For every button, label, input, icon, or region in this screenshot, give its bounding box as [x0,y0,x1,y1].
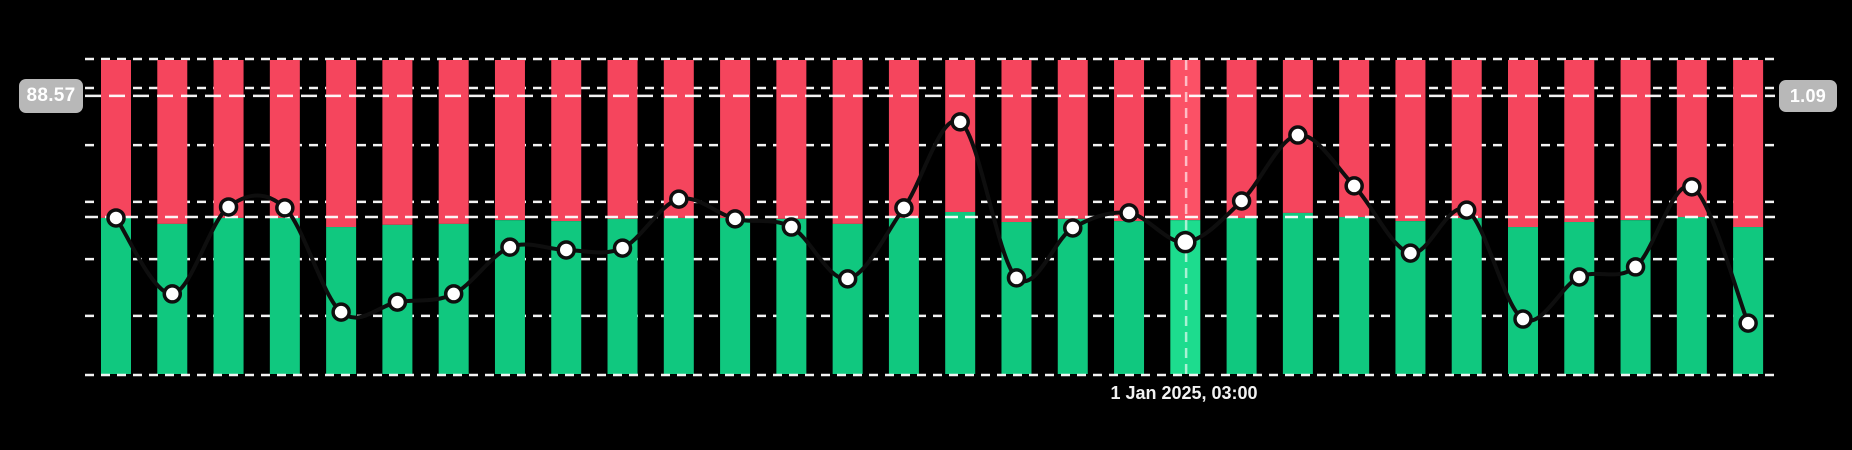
line-marker[interactable] [500,237,520,257]
line-marker[interactable] [1231,191,1252,211]
bar-red-segment[interactable] [551,60,582,222]
bar-green-segment[interactable] [720,217,751,374]
line-marker-active[interactable] [1174,230,1197,254]
bar-green-segment[interactable] [213,217,244,374]
bar-green-segment[interactable] [776,218,807,374]
bar-green-segment[interactable] [1339,217,1370,374]
line-series-path [114,118,1751,326]
bar-red-segment[interactable] [776,60,807,219]
bar-red-segment[interactable] [720,60,751,218]
bar-green-segment[interactable] [1001,222,1032,374]
bar-red-segment[interactable] [888,60,919,218]
bar-green-segment[interactable] [1564,222,1595,374]
bar-red-segment[interactable] [438,60,469,224]
bar-green-segment[interactable] [663,217,694,374]
bar-green-segment[interactable] [101,217,131,374]
bar-red-segment[interactable] [213,60,244,218]
line-marker[interactable] [275,198,295,218]
crosshair-date-label: 1 Jan 2025, 03:00 [1110,383,1258,403]
line-marker[interactable] [387,292,408,312]
line-marker[interactable] [106,208,126,228]
line-marker[interactable] [669,189,689,209]
bar-red-segment[interactable] [101,60,131,218]
bar-red-segment[interactable] [1620,60,1651,221]
bar-red-segment[interactable] [1001,60,1032,223]
bar-green-segment[interactable] [1620,220,1651,374]
bar-red-segment[interactable] [1057,60,1088,219]
line-marker[interactable] [950,112,970,132]
bar-red-segment[interactable] [382,60,413,225]
line-marker[interactable] [1119,203,1139,223]
bar-red-segment[interactable] [1114,60,1145,222]
bar-green-segment[interactable] [945,211,976,374]
bar-red-segment[interactable] [1395,60,1426,222]
line-marker[interactable] [162,284,183,304]
line-marker[interactable] [1344,176,1364,196]
bar-green-segment[interactable] [1057,218,1088,374]
bar-green-segment[interactable] [1282,212,1313,374]
bar-red-segment[interactable] [1508,60,1538,228]
bar-red-segment[interactable] [1451,60,1482,218]
line-marker[interactable] [443,284,464,304]
bar-green-segment[interactable] [832,223,863,374]
line-marker[interactable] [612,238,633,258]
bar-green-segment[interactable] [1451,217,1482,374]
bar-green-segment[interactable] [1114,221,1145,374]
bar-green-segment[interactable] [1508,227,1538,374]
line-marker[interactable] [1400,243,1421,263]
bar-green-segment[interactable] [1733,227,1764,374]
line-marker[interactable] [1513,309,1533,329]
bar-green-segment[interactable] [269,217,300,374]
line-marker[interactable] [1682,177,1702,197]
bar-green-segment[interactable] [1676,217,1707,374]
bar-red-segment[interactable] [1733,60,1764,228]
left-axis-price-badge: 88.57 [19,79,83,113]
bar-red-segment[interactable] [1564,60,1595,223]
line-marker[interactable] [837,269,858,289]
bar-red-segment[interactable] [607,60,638,219]
bar-red-segment[interactable] [832,60,863,224]
line-marker[interactable] [1063,218,1083,238]
line-marker[interactable] [1738,313,1758,333]
bar-green-segment[interactable] [888,217,919,374]
right-axis-price-badge: 1.09 [1779,80,1837,112]
bar-red-segment[interactable] [269,60,300,218]
bar-red-segment[interactable] [326,60,357,228]
line-marker[interactable] [1625,257,1646,277]
line-marker[interactable] [218,197,239,217]
line-marker[interactable] [1569,267,1590,287]
bar-red-segment[interactable] [157,60,188,224]
line-marker[interactable] [894,198,914,218]
line-marker[interactable] [1456,200,1477,220]
line-marker[interactable] [725,209,745,229]
bar-red-segment[interactable] [494,60,525,221]
line-marker[interactable] [781,217,802,237]
line-marker[interactable] [331,302,351,322]
line-marker[interactable] [1006,268,1027,288]
bar-green-segment[interactable] [1226,217,1257,374]
line-marker[interactable] [556,240,576,260]
line-marker[interactable] [1288,125,1308,145]
